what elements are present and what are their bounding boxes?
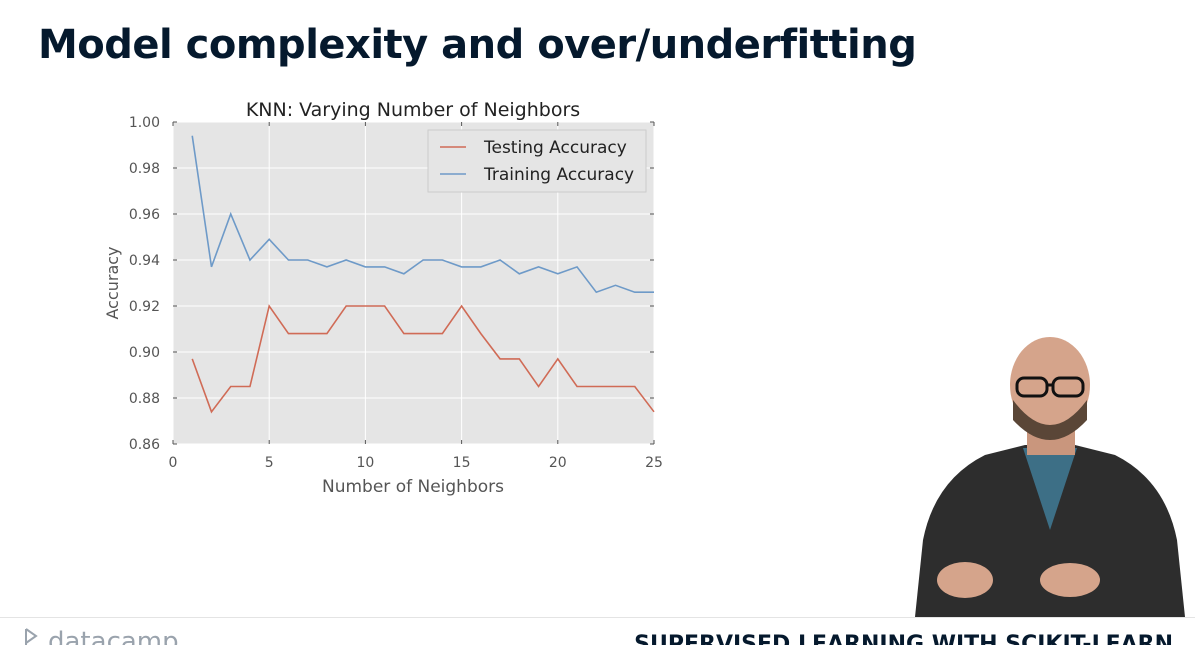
y-tick-label: 0.90: [129, 345, 160, 361]
testing-accuracy-line: [191, 304, 655, 414]
footer-divider: [0, 617, 1195, 618]
x-tick-label: 15: [453, 455, 471, 471]
training-accuracy-line: [191, 135, 654, 294]
x-tick-label: 25: [645, 455, 663, 471]
brand-name: datacamp: [48, 627, 179, 645]
y-axis-label: Accuracy: [103, 246, 122, 319]
y-tick-label: 0.98: [129, 161, 160, 177]
y-tick-label: 0.96: [129, 207, 160, 223]
presenter-silhouette: [915, 337, 1185, 617]
axis-ticks: 0 5 10 15 20 25 0.86 0.88 0.90 0.92 0.94 0.96 0.98 1.…: [129, 115, 663, 471]
course-title: SUPERVISED LEARNING WITH SCIKIT-LEARN: [634, 632, 1173, 645]
series-lines: [191, 135, 655, 414]
x-tick-label: 0: [169, 455, 178, 471]
datacamp-logo: datacamp: [24, 627, 224, 645]
grid-lines: [172, 121, 655, 445]
presenter-video: [905, 330, 1190, 617]
x-tick-label: 5: [265, 455, 274, 471]
x-tick-label: 20: [549, 455, 567, 471]
y-tick-label: 0.92: [129, 299, 160, 315]
legend: Testing Accuracy Training Accuracy: [427, 129, 647, 193]
legend-label-testing: Testing Accuracy: [483, 138, 627, 158]
y-tick-label: 0.94: [129, 253, 160, 269]
y-tick-label: 0.88: [129, 391, 160, 407]
legend-box: [427, 129, 647, 193]
y-tick-label: 1.00: [129, 115, 160, 131]
datacamp-logo-icon: [25, 628, 38, 645]
slide-title: Model complexity and over/underfitting: [38, 22, 917, 68]
y-tick-label: 0.86: [129, 437, 160, 453]
chart-title: KNN: Varying Number of Neighbors: [246, 99, 580, 121]
legend-label-training: Training Accuracy: [483, 165, 634, 185]
x-tick-label: 10: [356, 455, 374, 471]
knn-accuracy-chart: KNN: Varying Number of Neighbors 0 5 10 15 2…: [103, 99, 663, 497]
x-axis-label: Number of Neighbors: [322, 477, 504, 497]
